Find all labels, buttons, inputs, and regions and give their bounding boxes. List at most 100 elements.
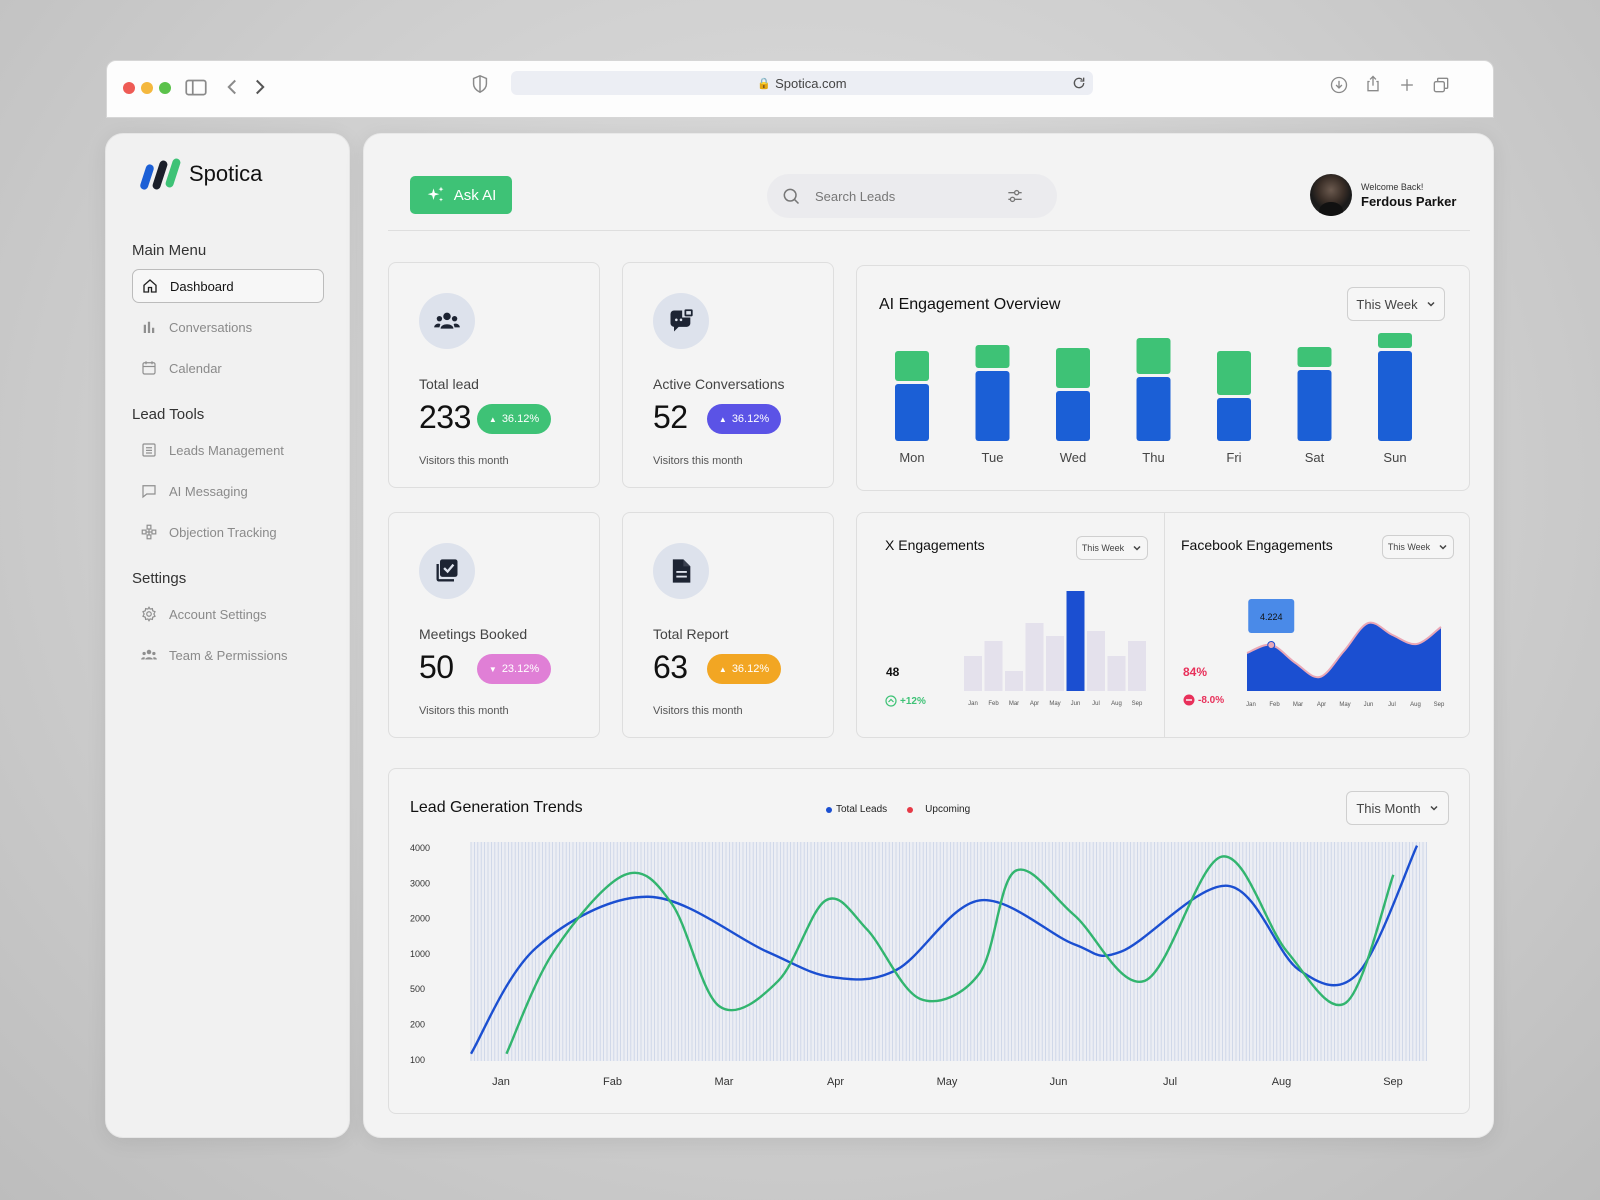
bar-tue-top: [975, 345, 1010, 368]
x-engagement-change: +12%: [885, 695, 926, 707]
x-tick-label: Jun: [1050, 1076, 1068, 1088]
facebook-area-line: [1246, 621, 1442, 679]
filter-icon[interactable]: [1005, 186, 1025, 206]
up-arrow-icon: ▲: [488, 414, 497, 424]
sidebar-item-label: Account Settings: [169, 606, 267, 622]
x-tick-label: Aug: [1272, 1076, 1292, 1088]
x-tick-label: Apr: [1317, 702, 1326, 708]
stat-change-badge: ▼ 23.12%: [477, 654, 551, 684]
network-icon: [140, 523, 158, 541]
stat-card-total-lead[interactable]: Total lead 233 ▲ 36.12% Visitors this mon…: [388, 262, 600, 488]
address-bar[interactable]: 🔒 Spotica.com: [511, 71, 1093, 95]
trends-period-dropdown[interactable]: This Month: [1346, 791, 1449, 825]
card-title: Lead Generation Trends: [410, 799, 583, 816]
social-engagement-card: X Engagements This Week 48 +12% Jan Feb Ma…: [856, 512, 1470, 738]
search-bar: [767, 174, 1057, 218]
bar-mon-base: [895, 384, 929, 441]
calendar-icon: [140, 359, 158, 377]
user-profile[interactable]: Welcome Back! Ferdous Parker: [1310, 174, 1456, 216]
shield-icon[interactable]: [469, 73, 491, 95]
bar-aug: [1107, 656, 1126, 691]
tooltip-value: 4.224: [1260, 612, 1283, 622]
facebook-engagement-change: -8.0%: [1183, 694, 1224, 706]
bar-sun-top: [1378, 333, 1412, 348]
x-tick-label: Jul: [1092, 701, 1100, 707]
brand-logo[interactable]: Spotica: [139, 156, 262, 192]
sidebar-item-team-permissions[interactable]: Team & Permissions: [132, 638, 324, 672]
stat-value: 52: [653, 399, 688, 435]
sidebar-toggle-icon[interactable]: [183, 74, 209, 100]
sidebar-item-leads-management[interactable]: Leads Management: [132, 433, 324, 467]
legend-item-total-leads: Total Leads: [826, 804, 887, 815]
x-tick-label: Sep: [1132, 701, 1143, 707]
legend-dot: [826, 806, 832, 813]
up-arrow-icon: ▲: [718, 414, 727, 424]
bar-chart-icon: [140, 318, 158, 336]
url-text: Spotica.com: [775, 75, 847, 91]
sidebar-item-label: AI Messaging: [169, 483, 248, 499]
sidebar-item-dashboard[interactable]: Dashboard: [132, 269, 324, 303]
maximize-window-button[interactable]: [159, 82, 171, 94]
dropdown-label: This Week: [1356, 296, 1418, 312]
bar-sun-base: [1378, 351, 1412, 441]
bar-feb: [984, 641, 1003, 691]
engagement-period-dropdown[interactable]: This Week: [1347, 287, 1445, 321]
checklist-icon: [419, 543, 475, 599]
tab-overview-icon[interactable]: [1431, 75, 1451, 95]
sidebar-item-label: Conversations: [169, 319, 253, 335]
up-arrow-icon: ▲: [718, 664, 727, 674]
bar-wed-top: [1056, 348, 1090, 388]
close-window-button[interactable]: [123, 82, 135, 94]
facebook-period-dropdown[interactable]: This Week: [1382, 535, 1454, 559]
bar-sat-top: [1297, 347, 1332, 367]
stat-card-total-report[interactable]: Total Report 63 ▲ 36.12% Visitors this mo…: [622, 512, 834, 738]
x-period-dropdown[interactable]: This Week: [1076, 536, 1148, 560]
home-icon: [141, 277, 159, 295]
sidebar-item-label: Dashboard: [170, 278, 234, 294]
x-tick-label: Thu: [1142, 450, 1164, 465]
legend-label: Total Leads: [836, 804, 888, 815]
engagement-bar-chart: Mon Tue Wed Thu Fri Sat Sun: [895, 333, 1412, 465]
dropdown-label: This Week: [1081, 543, 1125, 553]
spotica-logo-icon: [140, 158, 181, 190]
new-tab-icon[interactable]: [1397, 75, 1417, 95]
bar-jul: [1087, 631, 1105, 691]
y-tick-label: 4000: [410, 843, 430, 853]
avatar[interactable]: [1310, 174, 1352, 216]
highlight-point: [1267, 641, 1276, 649]
x-tick-label: Mar: [1293, 702, 1303, 708]
x-tick-label: Apr: [1030, 701, 1039, 707]
y-tick-label: 3000: [410, 878, 430, 888]
upcoming-line: [505, 855, 1395, 1055]
sidebar-item-conversations[interactable]: Conversations: [132, 310, 324, 344]
reload-icon[interactable]: [1071, 75, 1087, 91]
minimize-window-button[interactable]: [141, 82, 153, 94]
main-panel: Ask AI Welcome Back! Ferdous Parker Tota…: [363, 133, 1494, 1138]
back-icon[interactable]: [219, 74, 245, 100]
share-icon[interactable]: [1363, 74, 1383, 94]
sidebar-item-objection-tracking[interactable]: Objection Tracking: [132, 515, 324, 549]
tooltip-box: [1248, 599, 1295, 633]
stat-subtitle: Visitors this month: [653, 455, 743, 467]
bar-mon-top: [895, 351, 929, 381]
bar-wed-base: [1056, 391, 1090, 441]
stat-card-active-conversations[interactable]: Active Conversations 52 ▲ 36.12% Visitors…: [622, 262, 834, 488]
forward-icon[interactable]: [247, 74, 273, 100]
ask-ai-button[interactable]: Ask AI: [410, 176, 512, 214]
x-tick-label: May: [937, 1076, 958, 1088]
sidebar-item-ai-messaging[interactable]: AI Messaging: [132, 474, 324, 508]
facebook-engagement-title: Facebook Engagements: [1181, 537, 1333, 553]
download-icon[interactable]: [1329, 75, 1349, 95]
stat-value: 50: [419, 649, 454, 685]
stat-change-badge: ▲ 36.12%: [707, 404, 781, 434]
trend-down-icon: [1183, 694, 1195, 706]
sidebar-item-label: Team & Permissions: [169, 647, 288, 663]
sidebar-item-account-settings[interactable]: Account Settings: [132, 597, 324, 631]
stat-card-meetings-booked[interactable]: Meetings Booked 50 ▼ 23.12% Visitors this…: [388, 512, 600, 738]
stat-subtitle: Visitors this month: [419, 705, 509, 717]
stat-label: Total Report: [653, 626, 729, 642]
bar-jan: [964, 656, 982, 691]
search-input[interactable]: [815, 188, 1005, 204]
sidebar-item-calendar[interactable]: Calendar: [132, 351, 324, 385]
x-tick-label: Feb: [988, 701, 999, 707]
